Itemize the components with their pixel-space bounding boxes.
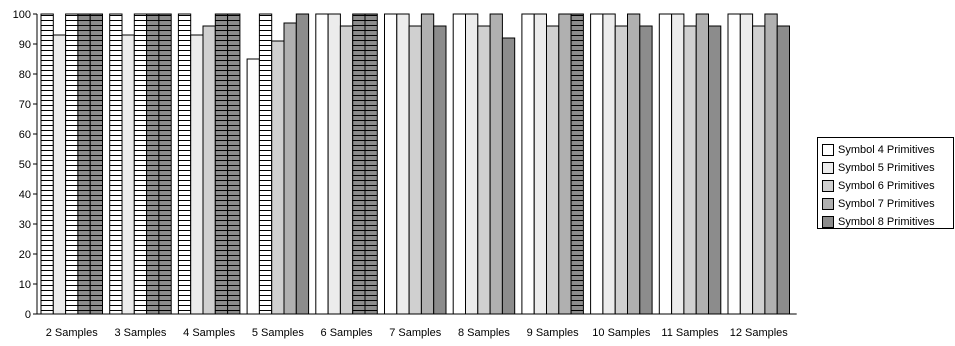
legend-swatch	[822, 180, 834, 192]
legend-item: Symbol 6 Primitives	[822, 177, 935, 195]
bar	[158, 13, 172, 315]
bar	[558, 13, 572, 315]
bar	[315, 13, 329, 315]
bar	[752, 25, 766, 315]
bar	[764, 13, 778, 315]
bars	[40, 13, 791, 315]
x-tick-label: 4 Samples	[183, 327, 235, 339]
legend-label: Symbol 5 Primitives	[838, 162, 935, 174]
bar	[739, 13, 754, 315]
legend-label: Symbol 8 Primitives	[838, 216, 935, 228]
bar	[384, 13, 398, 315]
bar	[327, 13, 341, 315]
bar	[190, 34, 204, 315]
bar	[121, 34, 135, 315]
bar	[283, 22, 297, 315]
bar	[602, 13, 616, 315]
bar	[708, 25, 722, 315]
bar	[614, 25, 629, 315]
bar	[639, 25, 653, 315]
legend: Symbol 4 Primitives Symbol 5 Primitives …	[817, 137, 954, 229]
legend-item: Symbol 4 Primitives	[822, 141, 935, 159]
bar	[364, 13, 378, 315]
bar	[352, 13, 366, 315]
y-tick-label: 40	[19, 189, 31, 201]
bar	[396, 13, 410, 315]
bar	[89, 13, 103, 315]
bar	[570, 13, 584, 315]
bar	[146, 13, 160, 315]
y-tick-label: 90	[19, 39, 31, 51]
legend-label: Symbol 7 Primitives	[838, 198, 935, 210]
legend-swatch	[822, 198, 834, 210]
y-tick-label: 30	[19, 219, 31, 231]
bar	[590, 13, 604, 315]
y-tick-label: 100	[13, 9, 31, 21]
x-tick-label: 10 Samples	[592, 327, 651, 339]
y-tick-label: 0	[25, 309, 31, 321]
bar	[109, 13, 123, 315]
legend-item: Symbol 7 Primitives	[822, 195, 935, 213]
y-tick-label: 50	[19, 159, 31, 171]
y-tick-label: 20	[19, 249, 31, 261]
bar	[77, 13, 91, 315]
legend-label: Symbol 4 Primitives	[838, 144, 935, 156]
x-tick-label: 3 Samples	[114, 327, 166, 339]
bar	[408, 25, 422, 315]
x-tick-label: 12 Samples	[730, 327, 789, 339]
bar	[501, 37, 516, 315]
x-tick-label: 2 Samples	[46, 327, 98, 339]
bar	[227, 13, 241, 315]
bar	[627, 13, 641, 315]
bar	[695, 13, 710, 315]
legend-item: Symbol 8 Primitives	[822, 213, 935, 231]
y-tick-label: 60	[19, 129, 31, 141]
bar	[65, 13, 79, 315]
x-axis-labels: 2 Samples 3 Samples 4 Samples 5 Samples 6 Sa…	[46, 327, 789, 339]
bar	[271, 40, 285, 315]
bar	[727, 13, 741, 315]
bar	[202, 25, 216, 315]
x-tick-label: 5 Samples	[252, 327, 304, 339]
bar	[214, 13, 229, 315]
bar	[658, 13, 673, 315]
legend-label: Symbol 6 Primitives	[838, 180, 935, 192]
bar	[295, 13, 310, 315]
bar	[776, 25, 791, 315]
bar	[521, 13, 535, 315]
y-tick-label: 80	[19, 69, 31, 81]
bar	[133, 13, 148, 315]
bar	[177, 13, 192, 315]
bar	[420, 13, 435, 315]
bar	[452, 13, 467, 315]
bar	[433, 25, 447, 315]
bar	[339, 25, 354, 315]
bar	[465, 13, 479, 315]
bar	[40, 13, 54, 315]
x-tick-label: 8 Samples	[458, 327, 510, 339]
bar	[246, 58, 260, 315]
legend-swatch	[822, 216, 834, 228]
bar	[546, 25, 560, 315]
bar	[52, 34, 67, 315]
bar	[489, 13, 503, 315]
y-tick-label: 10	[19, 279, 31, 291]
legend-swatch	[822, 144, 834, 156]
legend-item: Symbol 5 Primitives	[822, 159, 935, 177]
x-tick-label: 6 Samples	[321, 327, 373, 339]
bar	[477, 25, 491, 315]
bar	[258, 13, 273, 315]
bar	[683, 25, 697, 315]
x-tick-label: 9 Samples	[527, 327, 579, 339]
legend-swatch	[822, 162, 834, 174]
y-tick-label: 70	[19, 99, 31, 111]
x-tick-label: 11 Samples	[661, 327, 719, 339]
x-tick-label: 7 Samples	[389, 327, 441, 339]
bar	[533, 13, 548, 315]
bar	[671, 13, 685, 315]
